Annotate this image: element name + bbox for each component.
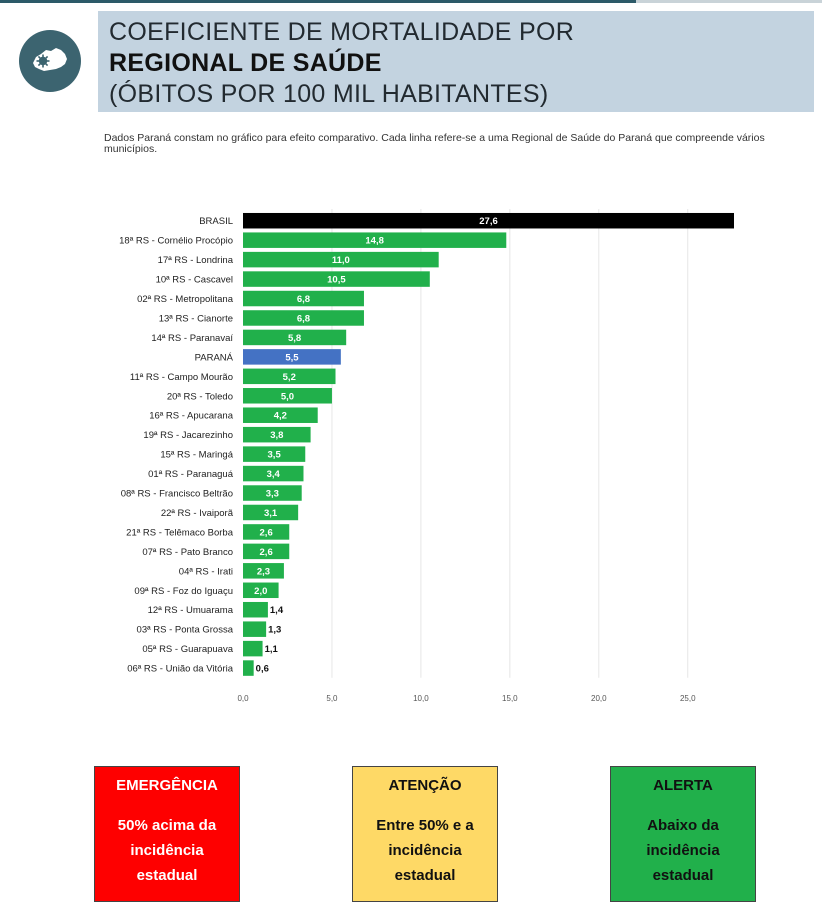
data-label: 6,8 xyxy=(297,313,310,324)
x-tick-label: 5,0 xyxy=(326,694,338,703)
legend-atencao: ATENÇÃO Entre 50% e a incidência estadua… xyxy=(352,766,498,902)
x-tick-label: 25,0 xyxy=(680,694,696,703)
category-label: 07ª RS - Pato Branco xyxy=(142,547,233,558)
bar xyxy=(243,212,734,229)
data-label: 2,6 xyxy=(260,527,273,538)
category-label: BRASIL xyxy=(199,216,233,227)
category-label: 14ª RS - Paranavaí xyxy=(151,333,233,344)
data-label: 3,1 xyxy=(264,508,278,519)
data-label: 2,6 xyxy=(260,547,273,558)
data-label: 2,3 xyxy=(257,566,270,577)
data-label: 14,8 xyxy=(365,236,384,247)
category-label: 10ª RS - Cascavel xyxy=(156,275,233,286)
category-label: 11ª RS - Campo Mourão xyxy=(130,372,233,383)
legend-atencao-title: ATENÇÃO xyxy=(388,777,462,794)
data-label: 5,0 xyxy=(281,391,294,402)
bar xyxy=(243,271,430,287)
data-label: 2,0 xyxy=(254,586,267,597)
category-label: 01ª RS - Paranaguá xyxy=(148,469,234,480)
title-line-2: REGIONAL DE SAÚDE xyxy=(109,49,382,77)
x-tick-label: 0,0 xyxy=(237,694,249,703)
data-label: 3,5 xyxy=(268,450,282,461)
x-tick-label: 10,0 xyxy=(413,694,429,703)
category-label: 02ª RS - Metropolitana xyxy=(137,294,234,305)
bar xyxy=(243,310,364,326)
category-label: 18ª RS - Cornélio Procópio xyxy=(119,236,233,247)
category-label: 09ª RS - Foz do Iguaçu xyxy=(134,586,233,597)
title-line-3: (ÓBITOS POR 100 MIL HABITANTES) xyxy=(109,80,549,108)
bar xyxy=(243,621,267,637)
bar xyxy=(243,407,318,423)
top-accent-bar xyxy=(0,0,636,3)
x-tick-label: 15,0 xyxy=(502,694,518,703)
bar xyxy=(243,485,302,501)
data-label: 10,5 xyxy=(327,275,346,286)
bar xyxy=(243,640,263,657)
data-label: 27,6 xyxy=(479,216,498,227)
bar xyxy=(243,601,268,618)
parana-state-map-icon xyxy=(19,30,81,92)
bar xyxy=(243,251,439,268)
x-tick-label: 20,0 xyxy=(591,694,607,703)
category-label: 12ª RS - Umuarama xyxy=(148,605,234,616)
bar xyxy=(243,465,304,482)
data-label: 1,3 xyxy=(268,625,281,636)
category-label: 13ª RS - Cianorte xyxy=(159,313,233,324)
chart-note: Dados Paraná constam no gráfico para efe… xyxy=(104,132,765,155)
data-label: 1,1 xyxy=(265,644,279,655)
data-label: 5,5 xyxy=(285,352,299,363)
bar xyxy=(243,504,299,521)
category-label: 21ª RS - Telêmaco Borba xyxy=(126,527,234,538)
data-label: 0,6 xyxy=(256,664,269,675)
bar xyxy=(243,582,279,599)
category-label: 05ª RS - Guarapuava xyxy=(142,644,233,655)
data-label: 4,2 xyxy=(274,411,287,422)
top-accent-bar-light xyxy=(636,0,822,3)
bar xyxy=(243,368,336,385)
data-label: 3,3 xyxy=(266,489,279,500)
data-label: 5,2 xyxy=(283,372,296,383)
bar xyxy=(243,388,332,404)
bar-chart: 0,0 5,0 10,0 15,0 20,0 25,0 BRASIL 27,6 18ª RS -… xyxy=(119,209,734,703)
bar xyxy=(243,329,347,346)
bar xyxy=(243,426,311,443)
bar xyxy=(243,290,364,307)
bar xyxy=(243,563,284,579)
category-label: 06ª RS - União da Vitória xyxy=(127,664,234,675)
bar xyxy=(243,660,254,676)
category-label: 04ª RS - Irati xyxy=(179,566,233,577)
category-label: PARANÁ xyxy=(195,352,234,363)
bar xyxy=(243,232,507,248)
legend-alerta-desc: Abaixo da incidência estadual xyxy=(646,817,720,884)
legend-alerta: ALERTA Abaixo da incidência estadual xyxy=(610,766,756,902)
title-line-1: COEFICIENTE DE MORTALIDADE POR xyxy=(109,18,575,46)
category-label: 17ª RS - Londrina xyxy=(158,255,234,266)
category-label: 22ª RS - Ivaiporã xyxy=(161,508,234,519)
bar xyxy=(243,446,306,462)
data-label: 1,4 xyxy=(270,605,284,616)
category-label: 20ª RS - Toledo xyxy=(167,391,233,402)
bar xyxy=(243,349,341,365)
title-box: COEFICIENTE DE MORTALIDADE POR REGIONAL … xyxy=(98,11,814,112)
data-label: 6,8 xyxy=(297,294,310,305)
category-label: 08ª RS - Francisco Beltrão xyxy=(121,489,233,500)
category-label: 16ª RS - Apucarana xyxy=(149,411,234,422)
data-label: 3,8 xyxy=(270,430,283,441)
data-label: 5,8 xyxy=(288,333,301,344)
category-label: 15ª RS - Maringá xyxy=(160,450,233,461)
legend-emergencia-desc: 50% acima da incidência estadual xyxy=(117,817,217,884)
data-label: 11,0 xyxy=(332,255,350,266)
legend-alerta-title: ALERTA xyxy=(653,777,713,794)
bar xyxy=(243,524,290,540)
bar xyxy=(243,543,290,560)
legend-atencao-desc: Entre 50% e a incidência estadual xyxy=(376,817,474,884)
category-label: 03ª RS - Ponta Grossa xyxy=(137,625,234,636)
data-label: 3,4 xyxy=(267,469,281,480)
category-label: 19ª RS - Jacarezinho xyxy=(143,430,233,441)
legend-emergencia: EMERGÊNCIA 50% acima da incidência estad… xyxy=(94,766,240,902)
legend-emergencia-title: EMERGÊNCIA xyxy=(116,777,218,794)
